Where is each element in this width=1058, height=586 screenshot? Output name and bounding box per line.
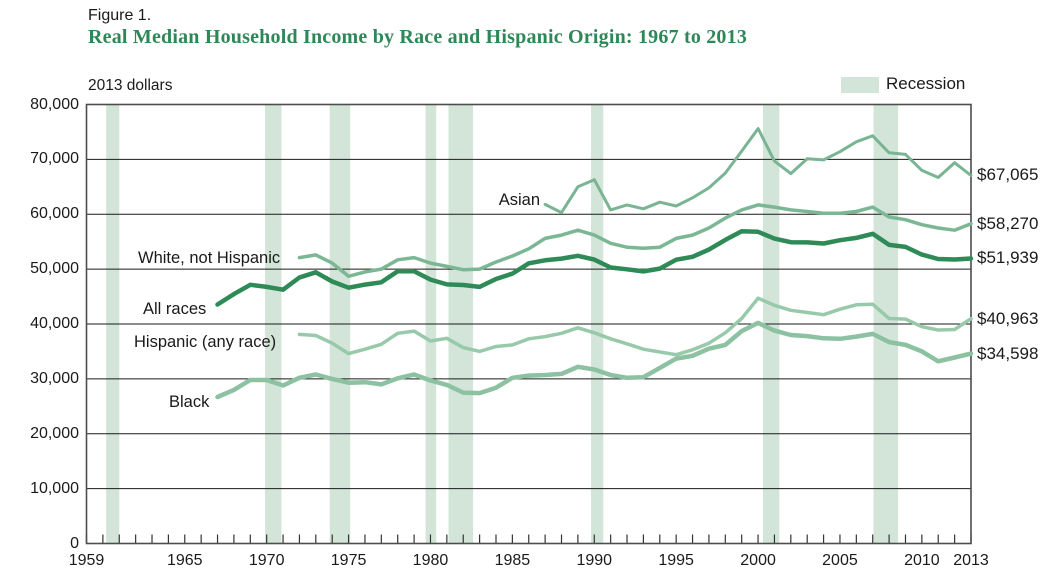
recession-swatch-icon: [841, 77, 879, 93]
y-axis-unit-label: 2013 dollars: [88, 77, 173, 94]
page-title: Real Median Household Income by Race and…: [88, 26, 748, 48]
series-line-hispanic: [297, 296, 973, 357]
series-line-white-not-hispanic: [297, 203, 973, 279]
plot-border: [85, 103, 972, 545]
series-line-black: [215, 320, 974, 400]
figure-number-label: Figure 1.: [88, 7, 152, 24]
legend-recession-label: Recession: [886, 74, 966, 93]
series-line-all-races: [215, 229, 974, 307]
series-line-asian: [543, 127, 973, 215]
